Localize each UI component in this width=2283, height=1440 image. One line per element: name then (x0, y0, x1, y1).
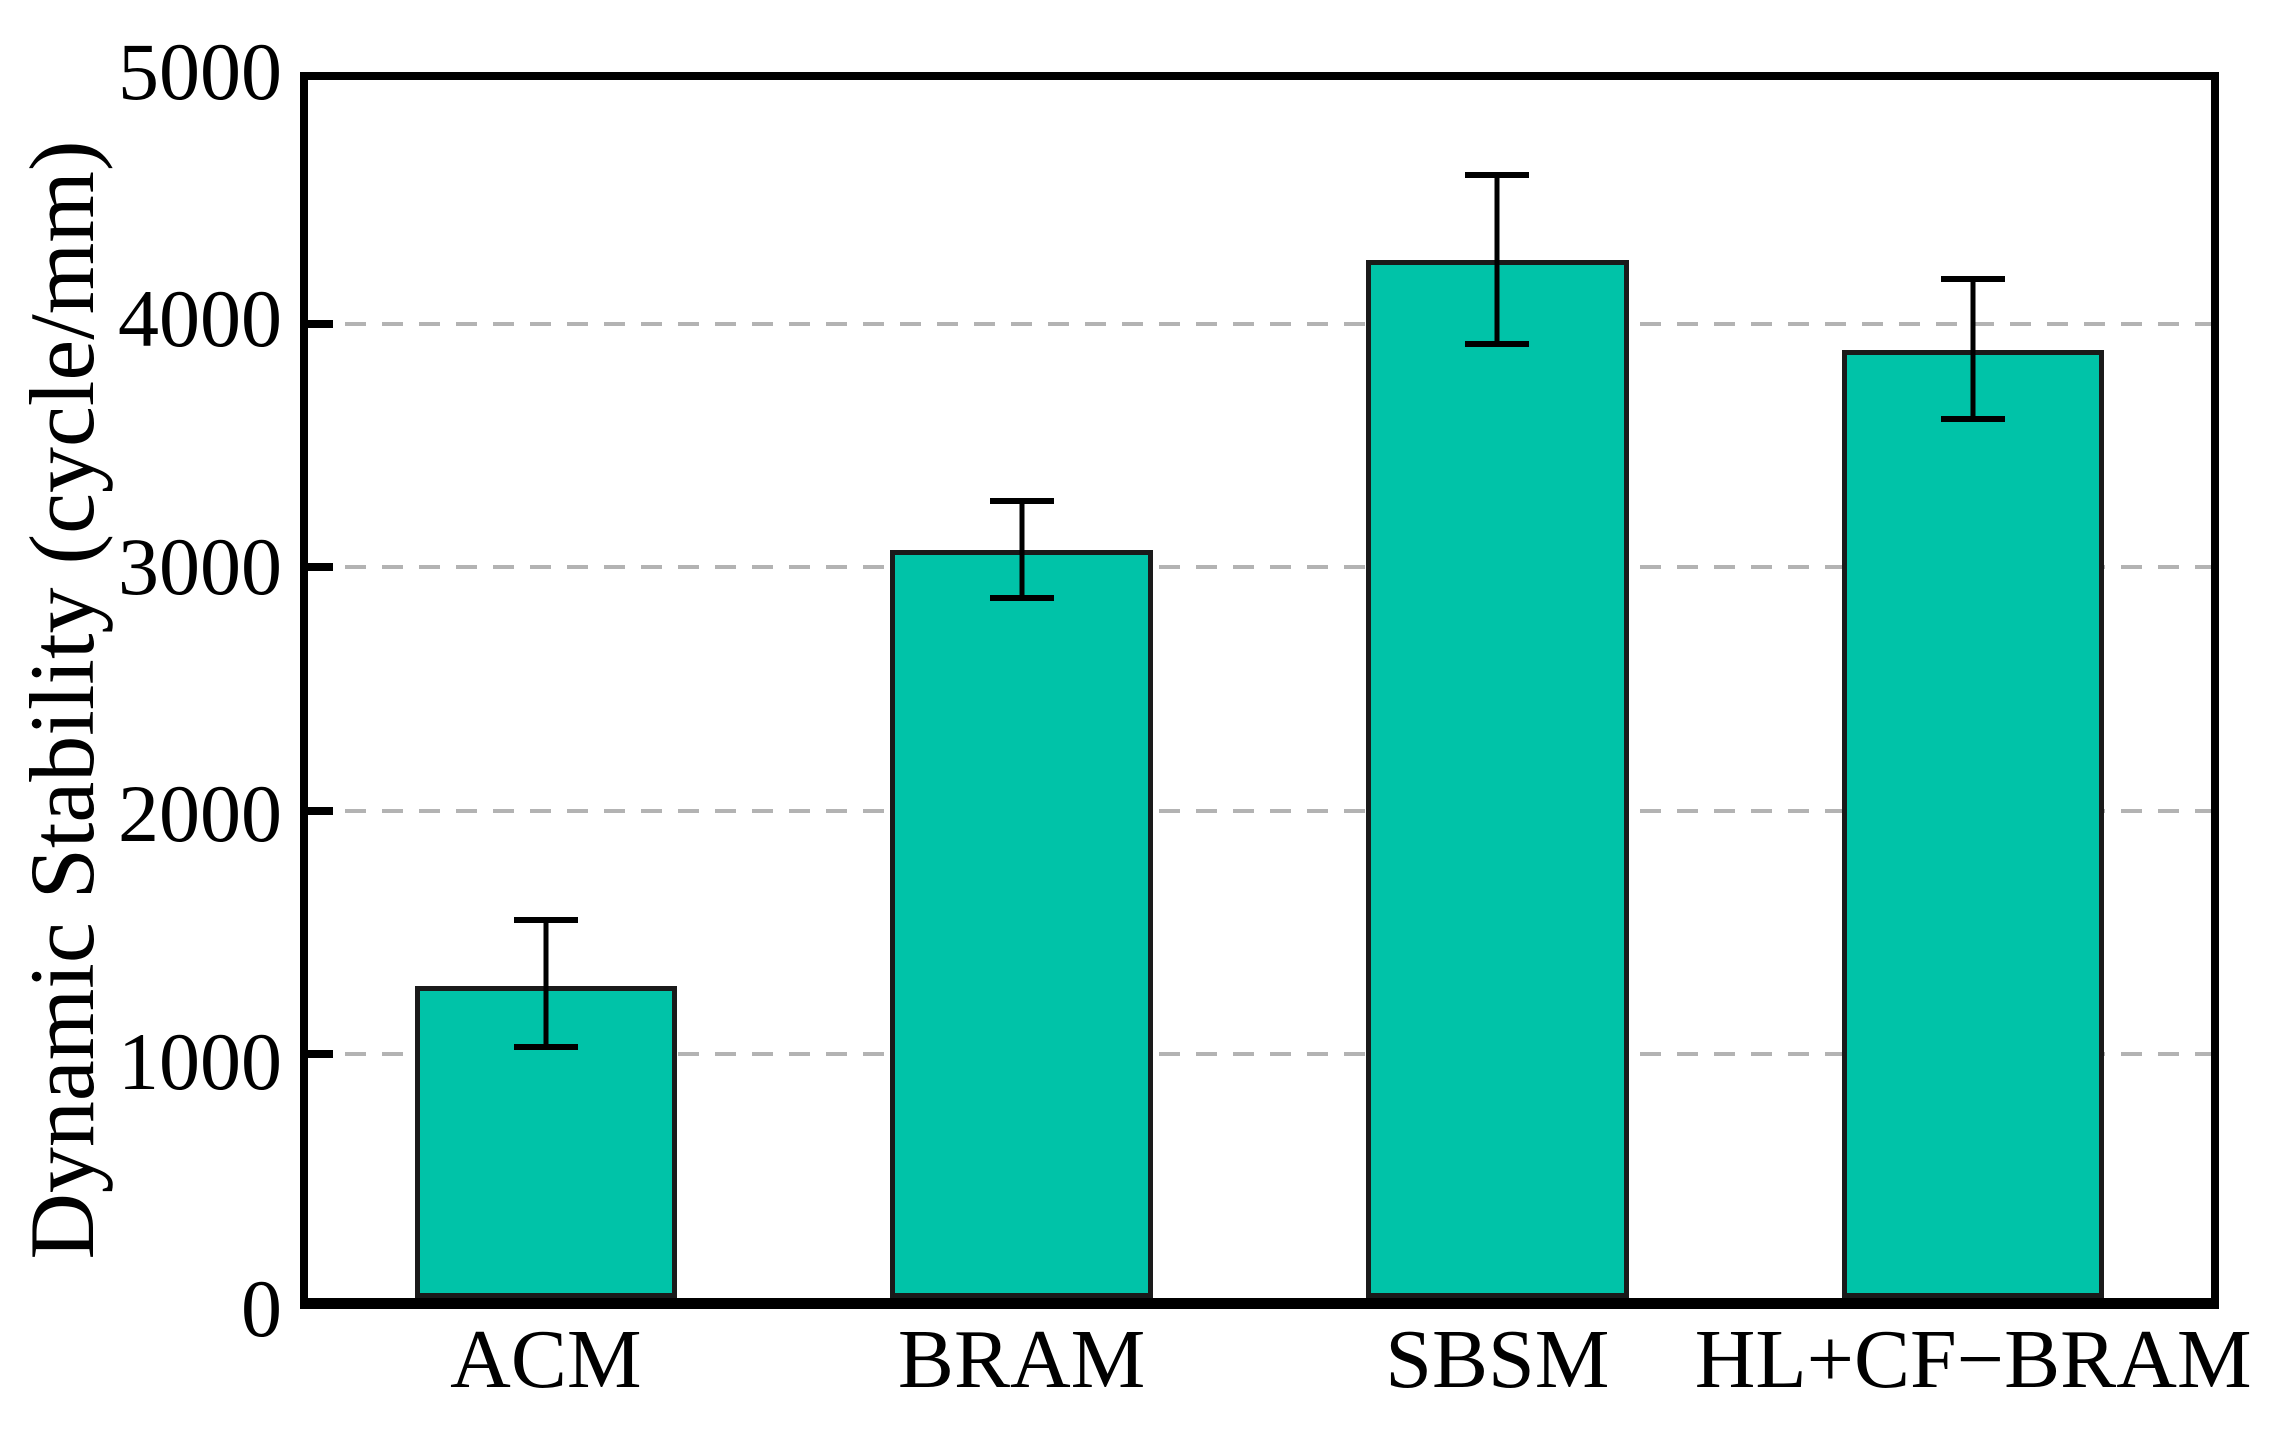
error-bar-HL+CF−BRAM (1970, 278, 1976, 419)
gridline-3000 (308, 565, 2211, 570)
y-tickmark-4000 (308, 319, 333, 328)
plot-area (300, 72, 2219, 1309)
error-cap-bottom-ACM (513, 1044, 578, 1051)
y-tick-label-5000: 5000 (118, 26, 282, 117)
error-cap-bottom-BRAM (989, 594, 1054, 601)
error-cap-bottom-SBSM (1465, 341, 1530, 348)
error-cap-bottom-HL+CF−BRAM (1941, 415, 2006, 422)
y-tickmark-2000 (308, 806, 333, 815)
plot-inner (308, 80, 2211, 1298)
error-bar-SBSM (1494, 175, 1500, 345)
y-tick-label-2000: 2000 (118, 768, 282, 860)
bar-SBSM (1366, 260, 1629, 1298)
x-tick-label-SBSM: SBSM (1385, 1313, 1610, 1406)
y-tickmark-3000 (308, 563, 333, 572)
error-cap-top-BRAM (989, 498, 1054, 505)
bar-HL+CF−BRAM (1841, 350, 2105, 1298)
error-bar-ACM (543, 920, 549, 1048)
gridline-2000 (308, 808, 2211, 813)
y-tick-label-0: 0 (241, 1263, 282, 1354)
x-axis-category-labels: ACM BRAM SBSM HL+CF−BRAM (308, 1313, 2251, 1428)
x-tick-label-HL+CF−BRAM: HL+CF−BRAM (1694, 1313, 2252, 1406)
gridline-4000 (308, 321, 2211, 326)
y-tick-label-3000: 3000 (118, 520, 282, 612)
error-cap-top-HL+CF−BRAM (1941, 275, 2006, 282)
bar-BRAM (890, 550, 1153, 1298)
error-cap-top-ACM (513, 917, 578, 924)
y-tickmark-1000 (308, 1050, 333, 1059)
y-axis-tick-labels: 0 1000 2000 3000 4000 5000 (0, 31, 282, 1350)
x-tick-label-ACM: ACM (450, 1313, 642, 1406)
x-tick-label-BRAM: BRAM (897, 1313, 1146, 1406)
gridline-1000 (308, 1052, 2211, 1057)
y-tick-label-1000: 1000 (118, 1015, 282, 1107)
y-tick-label-4000: 4000 (118, 273, 282, 365)
error-cap-top-SBSM (1465, 172, 1530, 178)
error-bar-BRAM (1019, 501, 1025, 598)
